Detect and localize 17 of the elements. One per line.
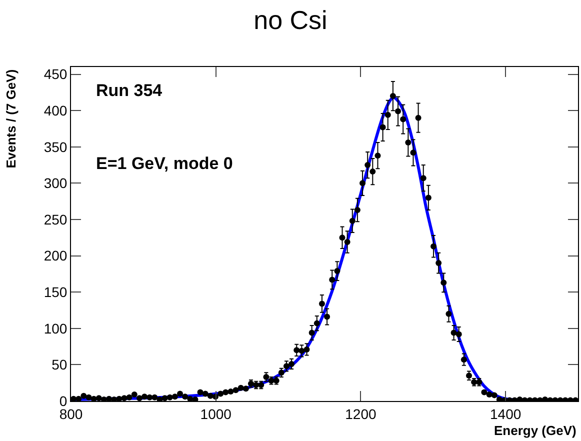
x-tick-label: 1000 bbox=[200, 406, 232, 422]
x-tick-label: 1400 bbox=[490, 406, 522, 422]
y-tick-label: 350 bbox=[44, 138, 68, 155]
x-tick-label: 1200 bbox=[345, 406, 376, 422]
y-tick-label: 100 bbox=[44, 320, 68, 336]
annotation: Run 354 bbox=[96, 81, 163, 100]
chart-title: no Csi bbox=[254, 4, 328, 35]
y-tick-label: 450 bbox=[44, 66, 68, 82]
y-axis-title: Events / (7 GeV) bbox=[3, 69, 18, 168]
x-axis-title: Energy (GeV) bbox=[494, 423, 576, 438]
annotation: E=1 GeV, mode 0 bbox=[96, 154, 233, 173]
y-tick-label: 250 bbox=[44, 211, 68, 228]
y-tick-label: 300 bbox=[44, 175, 68, 192]
y-tick-label: 400 bbox=[44, 102, 68, 118]
y-tick-label: 150 bbox=[44, 284, 68, 300]
y-tick-label: 200 bbox=[44, 248, 68, 264]
y-tick-label: 50 bbox=[52, 356, 68, 373]
